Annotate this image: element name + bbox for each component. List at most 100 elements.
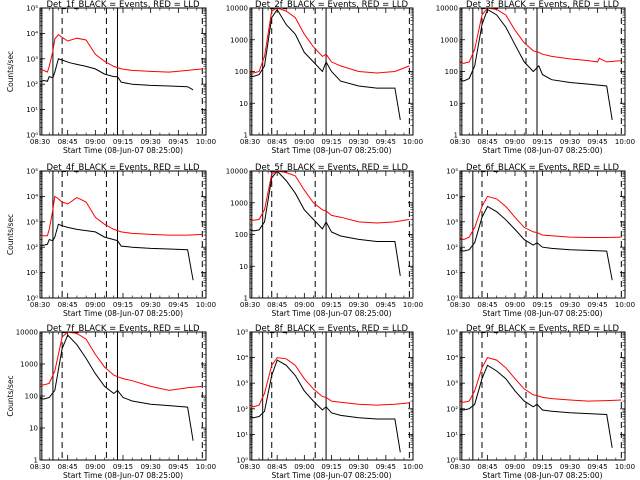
chart-8-xtick-label: 10:00 (403, 463, 423, 471)
chart-1-ylabel: Counts/sec (6, 51, 15, 92)
chart-2-xtick-label: 10:00 (403, 138, 423, 146)
chart-7-xlabel: Start Time (08-Jun-07 08:25:00) (63, 471, 183, 480)
chart-9-xtick-label: 09:15 (532, 463, 552, 471)
chart-2-series-events (250, 8, 401, 120)
chart-5-xtick-label: 09:00 (294, 301, 314, 309)
chart-4-ytick-label: 10¹ (26, 269, 38, 277)
chart-7-xtick-label: 08:45 (58, 463, 78, 471)
chart-9-xtick-label: 08:30 (450, 463, 470, 471)
chart-5-series-events (250, 171, 401, 276)
chart-8-ytick-label: 10² (236, 405, 248, 413)
chart-4-ytick-label: 10³ (26, 218, 38, 226)
chart-5-ytick-label: 10 (239, 263, 248, 271)
chart-7-xtick-label: 09:15 (113, 463, 133, 471)
chart-6-ytick-label: 10⁰ (446, 295, 458, 303)
chart-4-ytick-label: 10⁰ (26, 295, 38, 303)
chart-6-plot-frame (459, 170, 626, 299)
chart-2-xtick-label: 08:30 (240, 138, 260, 146)
chart-4-xtick-label: 09:15 (113, 301, 133, 309)
chart-8-series-lld (250, 357, 410, 408)
chart-8-xtick-label: 09:15 (321, 463, 341, 471)
chart-1-xtick-label: 09:30 (141, 138, 161, 146)
chart-2-xtick-label: 09:45 (376, 138, 396, 146)
chart-2-ytick-label: 1000 (230, 36, 248, 44)
chart-9-ytick-label: 10¹ (446, 431, 458, 439)
chart-6-xlabel: Start Time (08-Jun-07 08:25:00) (483, 309, 603, 318)
chart-5-xtick-label: 09:15 (321, 301, 341, 309)
chart-4-xtick-label: 09:30 (141, 301, 161, 309)
chart-6-series-events (460, 205, 613, 281)
chart-6-xtick-label: 10:00 (615, 301, 635, 309)
chart-1-series-events (40, 58, 194, 91)
chart-8-plot-frame (249, 331, 414, 461)
chart-1-ytick-label: 10¹ (26, 106, 38, 114)
chart-8-ytick-label: 10⁵ (236, 329, 248, 337)
chart-3-xtick-label: 08:30 (450, 138, 470, 146)
chart-6: Det_6f_BLACK = Events, RED = LLD 10⁰ 10¹ 10… (446, 163, 635, 318)
chart-9-xtick-label: 09:30 (560, 463, 580, 471)
chart-3-xlabel: Start Time (08-Jun-07 08:25:00) (483, 146, 603, 155)
chart-8-ytick-label: 10³ (236, 380, 248, 388)
chart-3-xtick-label: 10:00 (615, 138, 635, 146)
chart-6-xtick-label: 08:30 (450, 301, 470, 309)
chart-1-xtick-label: 09:45 (168, 138, 188, 146)
chart-8: Det_8f_BLACK = Events, RED = LLD 10⁰ 10¹ 10… (236, 324, 423, 480)
chart-2-ytick-label: 10 (239, 100, 248, 108)
chart-4-title: Det_4f_BLACK = Events, RED = LLD (46, 163, 199, 173)
chart-9-ytick-label: 10⁰ (446, 457, 458, 465)
chart-2: Det_2f_BLACK = Events, RED = LLD 1 10 100 10… (226, 0, 423, 155)
chart-8-ytick-label: 10⁴ (236, 354, 248, 362)
chart-3-xtick-label: 09:30 (560, 138, 580, 146)
chart-2-ytick-label: 100 (235, 68, 248, 76)
chart-6-ytick-label: 10³ (446, 218, 458, 226)
chart-7-ytick-label: 1000 (20, 361, 38, 369)
chart-5-ytick-label: 100 (235, 231, 248, 239)
chart-3-xtick-label: 09:00 (505, 138, 525, 146)
chart-6-xtick-label: 09:15 (532, 301, 552, 309)
chart-4-ytick-label: 10⁵ (26, 168, 38, 176)
chart-3: Det_3f_BLACK = Events, RED = LLD 1 10 100 10… (436, 0, 635, 155)
chart-3-ytick-label: 1000 (440, 36, 458, 44)
chart-2-series-lld (250, 8, 410, 74)
chart-7-ylabel: Counts/sec (6, 375, 15, 416)
chart-3-ytick-label: 10000 (436, 5, 458, 13)
chart-4-xtick-label: 09:00 (85, 301, 105, 309)
chart-9-ytick-label: 10² (446, 405, 458, 413)
chart-2-ytick-label: 1 (244, 132, 248, 140)
chart-1: Det_1f_BLACK = Events, RED = LLD 10⁰ 10¹ 10… (6, 0, 216, 155)
chart-2-xtick-label: 09:30 (349, 138, 369, 146)
chart-8-xtick-label: 09:45 (376, 463, 396, 471)
chart-4-plot-frame (39, 170, 207, 299)
chart-7-xtick-label: 10:00 (196, 463, 216, 471)
chart-8-xtick-label: 08:30 (240, 463, 260, 471)
chart-8-title: Det_8f_BLACK = Events, RED = LLD (255, 324, 408, 334)
chart-8-series-events (250, 359, 401, 453)
chart-8-xlabel: Start Time (08-Jun-07 08:25:00) (272, 471, 392, 480)
chart-2-ytick-label: 10000 (226, 5, 248, 13)
chart-8-xtick-label: 09:30 (349, 463, 369, 471)
chart-7-plot-frame (39, 331, 207, 461)
chart-8-xtick-label: 08:45 (267, 463, 287, 471)
chart-4-xtick-label: 08:30 (30, 301, 50, 309)
chart-6-ytick-label: 10⁵ (446, 168, 458, 176)
chart-5-ytick-label: 1 (244, 295, 248, 303)
chart-9-xtick-label: 09:45 (587, 463, 607, 471)
chart-4-series-events (40, 223, 194, 281)
chart-4-xtick-label: 08:45 (58, 301, 78, 309)
chart-9-series-lld (460, 357, 622, 403)
chart-9-ytick-label: 10⁵ (446, 329, 458, 337)
chart-1-ytick-label: 10⁰ (26, 132, 38, 140)
chart-6-xtick-label: 09:30 (560, 301, 580, 309)
chart-5-xtick-label: 09:30 (349, 301, 369, 309)
chart-9-xlabel: Start Time (08-Jun-07 08:25:00) (483, 471, 603, 480)
chart-1-xtick-label: 10:00 (196, 138, 216, 146)
chart-3-plot-frame (459, 7, 626, 136)
chart-2-xlabel: Start Time (08-Jun-07 08:25:00) (272, 146, 392, 155)
chart-4-xtick-label: 10:00 (196, 301, 216, 309)
chart-4-xtick-label: 09:45 (168, 301, 188, 309)
chart-5-series-lld (250, 171, 410, 224)
chart-5-xtick-label: 08:30 (240, 301, 260, 309)
chart-3-series-lld (460, 8, 622, 64)
chart-2-xtick-label: 09:15 (321, 138, 341, 146)
